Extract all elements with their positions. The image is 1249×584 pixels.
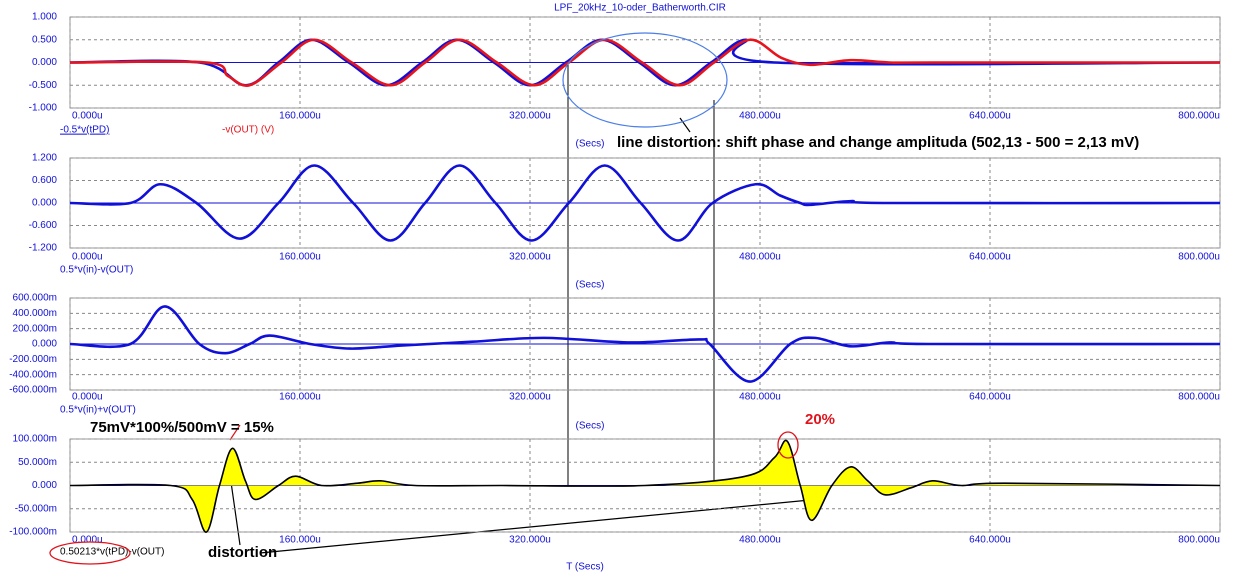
x-tick-label: 0.000u	[72, 392, 103, 403]
y-tick-label: 1.000	[32, 12, 57, 23]
y-tick-label: -100.000m	[9, 527, 57, 538]
x-tick-label: 640.000u	[969, 392, 1011, 403]
line	[69, 439, 1221, 533]
line	[69, 38, 1221, 87]
y-tick-label: 200.000m	[13, 323, 57, 334]
x-axis-label: (Secs)	[576, 139, 605, 150]
x-tick-label: 0.000u	[72, 111, 103, 122]
annotation: distortion	[208, 544, 277, 561]
x-tick-label: 800.000u	[1178, 111, 1220, 122]
x-tick-label: 320.000u	[509, 252, 551, 263]
x-axis-label: (Secs)	[576, 421, 605, 432]
annotation: 20%	[805, 411, 835, 428]
y-tick-label: -0.600	[29, 220, 58, 231]
x-tick-label: 640.000u	[969, 252, 1011, 263]
x-tick-label: 320.000u	[509, 535, 551, 546]
legend-entry: 0.5*v(in)+v(OUT)	[60, 405, 136, 416]
y-tick-label: 0.000	[32, 198, 57, 209]
x-tick-label: 160.000u	[279, 392, 321, 403]
y-tick-label: 0.000	[32, 57, 57, 68]
x-tick-label: 640.000u	[969, 535, 1011, 546]
y-tick-label: -1.200	[29, 243, 58, 254]
y-tick-label: 1.200	[32, 153, 57, 164]
x-tick-label: 480.000u	[739, 392, 781, 403]
x-tick-label: 640.000u	[969, 111, 1011, 122]
x-tick-label: 800.000u	[1178, 252, 1220, 263]
y-tick-label: 0.600	[32, 175, 57, 186]
chart-title: LPF_20kHz_10-oder_Batherworth.CIR	[554, 3, 726, 14]
x-tick-label: 0.000u	[72, 252, 103, 263]
x-tick-label: 160.000u	[279, 111, 321, 122]
x-axis-label: T (Secs)	[566, 562, 604, 573]
x-tick-label: 800.000u	[1178, 392, 1220, 403]
x-tick-label: 0.000u	[72, 535, 103, 546]
pointer	[679, 117, 691, 133]
legend-entry: 0.5*v(in)-v(OUT)	[60, 265, 133, 276]
x-tick-label: 160.000u	[279, 252, 321, 263]
y-tick-label: 400.000m	[13, 308, 57, 319]
y-tick-label: -0.500	[29, 80, 58, 91]
x-axis-label: (Secs)	[576, 280, 605, 291]
y-tick-label: -600.000m	[9, 385, 57, 396]
y-tick-label: -1.000	[29, 103, 58, 114]
y-tick-label: 100.000m	[13, 434, 57, 445]
y-tick-label: 600.000m	[13, 293, 57, 304]
x-tick-label: 480.000u	[739, 111, 781, 122]
y-tick-label: 0.500	[32, 34, 57, 45]
x-tick-label: 480.000u	[739, 252, 781, 263]
ellipse	[777, 431, 799, 459]
legend-entry: -v(OUT) (V)	[222, 125, 274, 136]
pointer	[229, 474, 241, 546]
x-tick-label: 160.000u	[279, 535, 321, 546]
legend-entry: 0.50213*v(tPD)-v(OUT)	[60, 547, 164, 558]
y-tick-label: 0.000	[32, 480, 57, 491]
line	[69, 38, 1220, 87]
x-tick-label: 480.000u	[739, 535, 781, 546]
ellipse	[562, 32, 728, 128]
line	[69, 164, 1221, 242]
y-tick-label: -200.000m	[9, 354, 57, 365]
y-tick-label: -50.000m	[15, 503, 57, 514]
pointer	[229, 424, 241, 441]
x-tick-label: 800.000u	[1178, 535, 1220, 546]
y-tick-label: -400.000m	[9, 369, 57, 380]
y-tick-label: 50.000m	[18, 457, 57, 468]
annotation: 75mV*100%/500mV = 15%	[90, 419, 274, 436]
line	[69, 305, 1221, 383]
x-tick-label: 320.000u	[509, 111, 551, 122]
y-tick-label: 0.000	[32, 339, 57, 350]
annotation: line distortion: shift phase and change …	[617, 134, 1139, 151]
ellipse	[49, 541, 131, 565]
x-tick-label: 320.000u	[509, 392, 551, 403]
legend-entry: -0.5*v(tPD)	[60, 125, 109, 136]
